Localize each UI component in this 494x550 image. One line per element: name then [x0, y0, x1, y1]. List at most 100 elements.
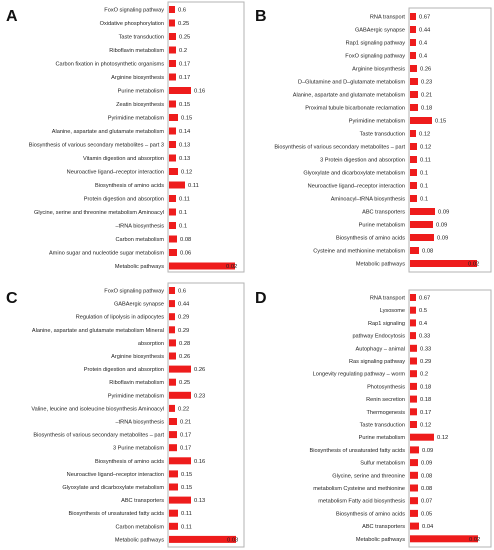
category-label: Ras signaling pathway: [349, 359, 405, 365]
bar: [169, 483, 178, 491]
bar: [410, 370, 417, 378]
category-label: Oxidative phosphorylation: [100, 21, 164, 27]
category-label: GABAergic synapse: [114, 302, 164, 308]
category-label: Cysteine and methionine metabolism: [313, 249, 405, 255]
category-label: Aminoacyl–tRNA biosynthesis: [331, 197, 406, 203]
bar: [169, 141, 176, 148]
value-label: 0.17: [180, 446, 191, 452]
value-label: 0.08: [421, 473, 432, 479]
value-label: 0.15: [181, 472, 192, 478]
category-label: Carbon metabolism: [115, 237, 164, 243]
bar: [169, 339, 176, 347]
category-label: Carbon fixation in photosynthetic organi…: [55, 62, 164, 68]
bar: [410, 26, 416, 33]
bar: [169, 127, 176, 135]
value-label: 0.16: [194, 459, 205, 465]
panel-c-chart: FoxO signaling pathway 0.6 GABAergic synap…: [31, 282, 245, 548]
value-label: 0.12: [181, 170, 192, 176]
value-label: 0.11: [188, 183, 199, 189]
bar: [410, 357, 417, 365]
bar: [410, 446, 419, 454]
value-label: 0.14: [179, 129, 191, 135]
bar: [410, 143, 417, 150]
panel-d: D RNA transport 0.67 Lysosome 0.5 Rap1 signa…: [247, 280, 494, 550]
category-label: Regulation of lipolysis in adipocytes: [76, 315, 165, 321]
value-label: 0.12: [419, 132, 430, 138]
category-label: metabolism Cysteine and methionine: [313, 486, 405, 492]
value-label: 0.33: [420, 346, 431, 352]
bar: [169, 326, 175, 334]
panel-b: B RNA transport 0.67 GABAergic synapse 0.44…: [247, 0, 494, 275]
category-label: Metabolic pathways: [356, 537, 405, 543]
bar: [169, 496, 191, 504]
category-label: ABC transporters: [362, 210, 405, 216]
value-label: 0.17: [180, 433, 191, 439]
category-label: Thermogenesis: [366, 410, 405, 416]
value-label: 0.26: [420, 67, 431, 73]
value-label: 0.12: [420, 423, 431, 429]
value-label: 0.04: [422, 524, 434, 530]
value-label: 0.23: [194, 393, 205, 399]
category-label: Pyrimidine metabolism: [108, 116, 165, 122]
panel-a: A FoxO signaling pathway 0.6 Oxidative pho…: [0, 0, 247, 275]
category-label: Biosynthesis of amino acids: [95, 459, 164, 465]
category-label: Taste transduction: [360, 423, 405, 429]
category-label: pathway Endocytosis: [352, 334, 405, 340]
category-label: 3 Purine metabolism: [113, 446, 164, 452]
category-label: Pyrimidine metabolism: [108, 393, 165, 399]
plot-frame: [408, 289, 492, 548]
category-label: metabolism Fatty acid biosynthesis: [318, 499, 405, 505]
bar: [169, 249, 177, 256]
value-label: 0.05: [421, 511, 432, 517]
value-label: 0.09: [437, 236, 448, 242]
value-label: 0.25: [179, 380, 190, 386]
value-label: 0.44: [178, 302, 190, 308]
value-label: 0.2: [179, 48, 187, 54]
value-label: 0.6: [178, 289, 186, 295]
category-label: Biosynthesis of unsaturated fatty acids: [310, 448, 406, 454]
bar: [410, 195, 417, 202]
category-label: Purine metabolism: [359, 223, 406, 229]
value-label: 0.09: [421, 461, 432, 467]
category-label: Renin secretion: [366, 397, 405, 403]
bar: [410, 13, 416, 20]
value-label: 0.03: [227, 537, 238, 543]
category-label: Biosynthesis of amino acids: [95, 183, 164, 189]
value-label: 0.11: [181, 511, 192, 517]
plot-frame: [408, 7, 492, 273]
category-label: Pyrimidine metabolism: [349, 119, 406, 125]
bar: [169, 208, 176, 216]
bar: [410, 52, 416, 59]
value-label: 0.29: [178, 328, 189, 334]
category-label: Biosynthesis of unsaturated fatty acids: [69, 511, 165, 517]
category-label: Arginine biosynthesis: [111, 75, 164, 81]
value-label: 0.4: [419, 41, 428, 47]
category-label: Riboflavin metabolism: [109, 380, 164, 386]
category-label: Longevity regulating pathway – worm: [313, 372, 406, 378]
bar: [410, 39, 416, 46]
value-label: 0.26: [194, 367, 205, 373]
bar: [410, 182, 417, 189]
value-label: 0.21: [421, 93, 432, 99]
category-label: Neuroactive ligand–receptor interaction: [67, 170, 164, 176]
bar: [169, 181, 185, 189]
value-label: 0.1: [179, 224, 187, 230]
panel-d-label: D: [255, 290, 267, 307]
value-label: 0.09: [422, 448, 433, 454]
bar: [410, 221, 433, 228]
bar: [169, 391, 191, 399]
panel-c-label: C: [6, 290, 18, 307]
category-label: Metabolic pathways: [356, 262, 405, 268]
category-label: Glycine, serine and threonine metabolism…: [34, 210, 164, 216]
category-label: Biosynthesis of various secondary metabo…: [274, 145, 405, 151]
bar: [410, 91, 418, 98]
bar: [410, 294, 416, 301]
panel-b-chart: RNA transport 0.67 GABAergic synapse 0.44 Ra…: [274, 7, 492, 273]
plot-frame: [167, 282, 245, 548]
category-label: GABAergic synapse: [355, 28, 405, 34]
category-label: Glycine, serine and threonine: [332, 473, 405, 479]
bar: [169, 19, 175, 27]
value-label: 0.25: [178, 21, 189, 27]
bar: [169, 418, 177, 425]
bar: [169, 365, 191, 373]
